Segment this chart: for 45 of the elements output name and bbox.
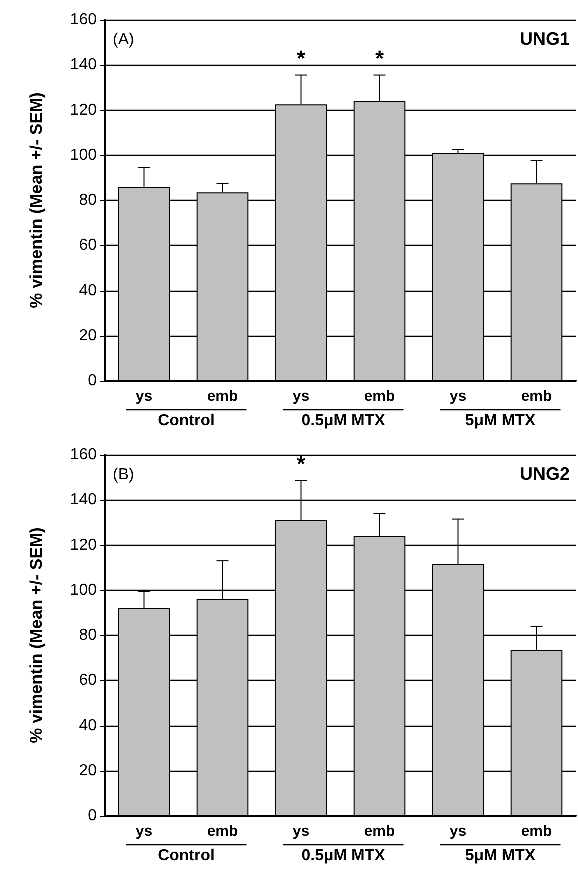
y-tick-label: 60 xyxy=(79,672,98,690)
y-tick-label: 20 xyxy=(79,762,98,780)
text: Control xyxy=(158,412,215,430)
x-tick-label: emb xyxy=(364,388,396,405)
y-axis-title: % vimentin (Mean +/- SEM) xyxy=(27,92,46,308)
y-tick-label: 60 xyxy=(79,237,98,254)
x-tick-label: ys xyxy=(450,823,467,840)
text: UNG1 xyxy=(520,29,570,49)
text: (B) xyxy=(113,466,134,484)
y-tick-label: 80 xyxy=(79,192,98,209)
y-tick-label: 40 xyxy=(79,717,98,734)
x-tick-label: emb xyxy=(521,388,552,405)
y-tick-label: 120 xyxy=(70,102,98,119)
y-tick-label: 160 xyxy=(70,446,98,464)
x-tick-label: ys xyxy=(450,388,467,405)
y-tick-label: 160 xyxy=(70,12,98,28)
y-tick-label: 140 xyxy=(70,56,98,74)
y-tick-label: 120 xyxy=(70,536,98,554)
text: (A) xyxy=(113,32,134,48)
data-label: * xyxy=(296,46,306,71)
x-tick-label: ys xyxy=(292,388,310,405)
text: 0.5μM MTX xyxy=(302,848,386,864)
x-tick-label: ys xyxy=(136,823,153,840)
y-tick-label: 100 xyxy=(70,146,98,164)
y-tick-label: 100 xyxy=(70,582,98,599)
y-axis-title: % vimentin (Mean +/- SEM) xyxy=(27,528,46,744)
y-tick-label: 80 xyxy=(79,627,98,644)
text: 5μM MTX xyxy=(465,412,536,430)
x-tick-label: ys xyxy=(292,823,310,840)
x-tick-label: emb xyxy=(207,388,238,405)
x-tick-label: ys xyxy=(136,388,153,405)
text: 5μM MTX xyxy=(465,848,536,864)
y-tick-label: 0 xyxy=(88,372,98,390)
x-tick-label: emb xyxy=(364,823,396,840)
text: UNG2 xyxy=(520,464,570,484)
y-tick-label: 0 xyxy=(88,808,98,824)
x-tick-label: emb xyxy=(207,823,238,840)
text: 0.5μM MTX xyxy=(302,412,386,430)
data-label: * xyxy=(375,46,384,71)
x-tick-label: emb xyxy=(521,823,552,840)
y-tick-label: 40 xyxy=(79,282,98,300)
y-tick-label: 20 xyxy=(79,327,98,344)
text: Control xyxy=(158,848,215,864)
data-label: * xyxy=(296,451,306,476)
y-tick-label: 140 xyxy=(70,492,98,509)
